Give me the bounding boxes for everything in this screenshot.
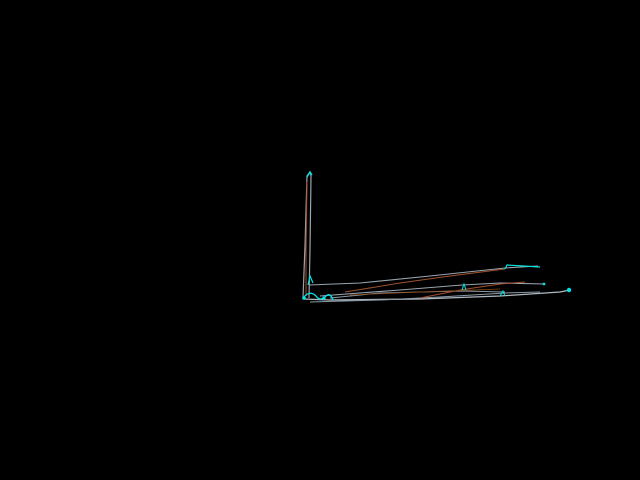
accent-dot-joint — [322, 296, 326, 300]
accent-joint-hook — [307, 274, 314, 286]
accent-joint-loop — [303, 292, 334, 301]
accent-markers — [302, 264, 572, 301]
vertical-stroke-brown — [305, 181, 308, 296]
vertical-tip-accent — [306, 170, 313, 178]
accent-dot-middle — [542, 282, 546, 286]
horizontal-stroke-upper — [308, 265, 539, 286]
brown-stroke-b — [419, 281, 526, 299]
brown-stroke-group — [344, 268, 526, 299]
horizontal-stroke-group — [302, 265, 571, 303]
accent-dot-right — [566, 287, 572, 293]
brown-stroke-a — [344, 268, 506, 293]
accent-dot-origin — [302, 296, 306, 300]
vertical-stroke-group — [302, 170, 313, 299]
horizontal-stroke-long — [302, 289, 571, 301]
brown-stroke-c — [349, 288, 501, 296]
accent-tip-lower — [499, 289, 506, 297]
horizontal-stroke-middle — [319, 282, 546, 297]
accent-tip-upper — [504, 264, 541, 270]
horizontal-stroke-lower — [309, 291, 541, 303]
accent-tip-middle — [461, 282, 467, 291]
